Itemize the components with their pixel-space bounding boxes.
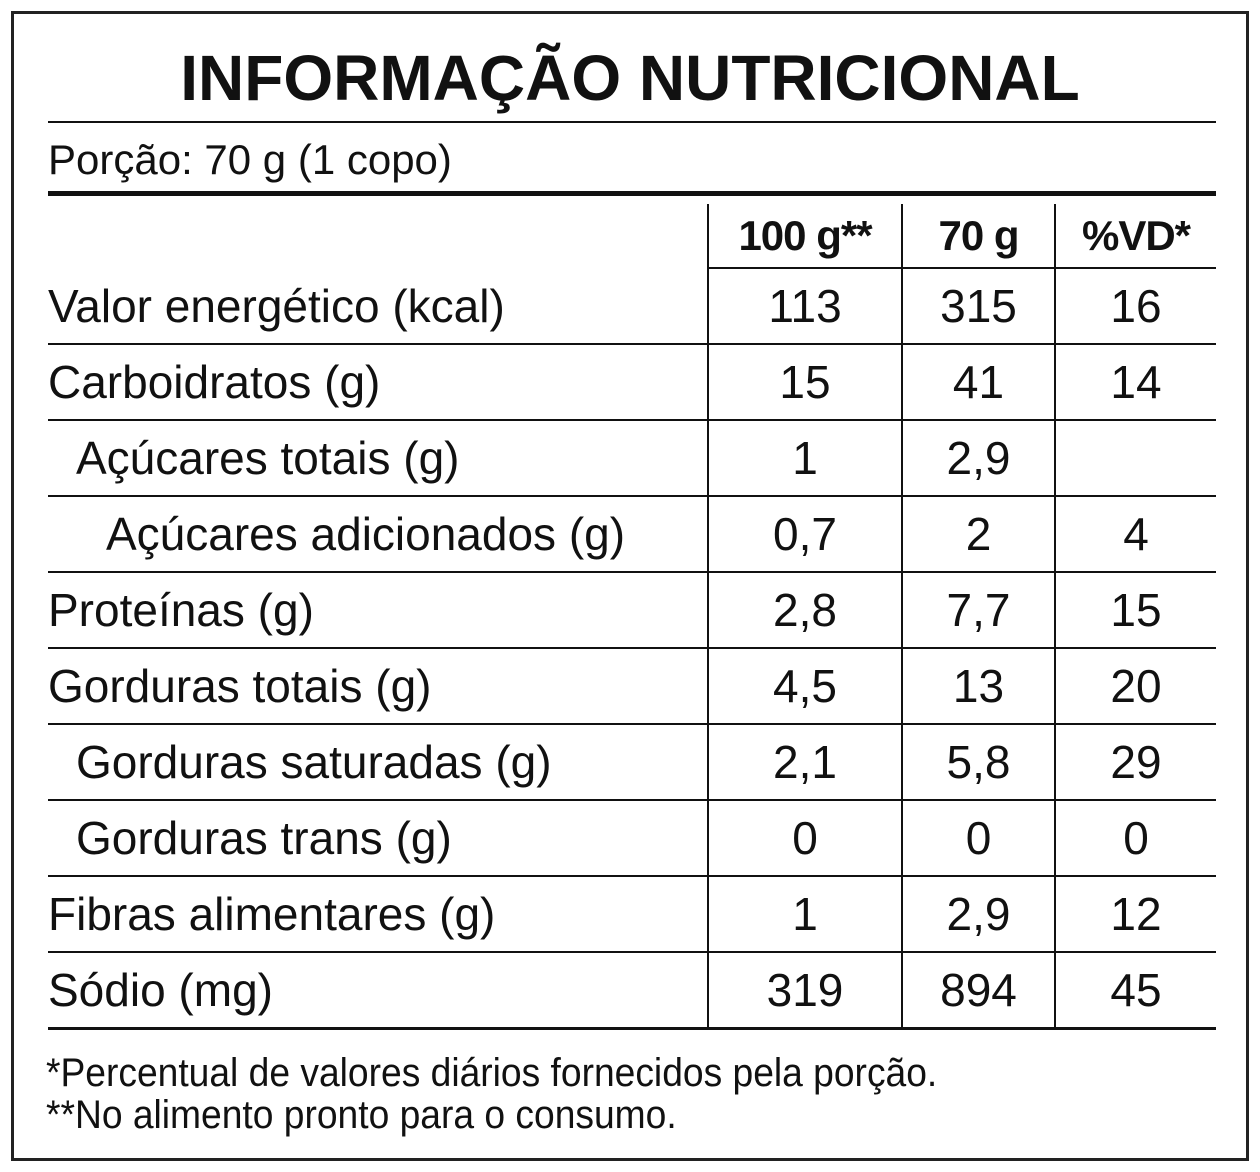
nutrient-value: 12 [1054,876,1216,953]
nutrition-table: 100 g** 70 g %VD* Valor energético (kcal… [48,204,1216,1030]
nutrient-name: Carboidratos (g) [48,344,708,421]
nutrient-value: 315 [901,268,1055,345]
nutrient-value: 41 [901,344,1055,421]
footnote: **No alimento pronto para o consumo. [46,1093,677,1137]
nutrient-value: 15 [707,344,902,421]
nutrient-value: 45 [1054,952,1216,1030]
table-row: Fibras alimentares (g) 1 2,9 12 [48,876,1216,953]
divider [48,121,1216,123]
nutrient-name: Açúcares adicionados (g) [48,496,708,573]
nutrient-value: 2,9 [901,420,1055,497]
nutrient-value: 0,7 [707,496,902,573]
title: INFORMAÇÃO NUTRICIONAL [180,42,1080,114]
table-row: Carboidratos (g) 15 41 14 [48,344,1216,421]
nutrient-value: 0 [1054,800,1216,877]
nutrient-name: Proteínas (g) [48,572,708,649]
table-row: Açúcares adicionados (g) 0,7 2 4 [48,496,1216,573]
nutrient-name: Valor energético (kcal) [48,268,708,345]
nutrient-value [1054,420,1216,497]
nutrient-value: 13 [901,648,1055,725]
nutrient-value: 113 [707,268,902,345]
table-row: Valor energético (kcal) 113 315 16 [48,268,1216,345]
table-row: Açúcares totais (g) 1 2,9 [48,420,1216,497]
nutrient-name: Gorduras saturadas (g) [48,724,708,801]
nutrient-value: 2,1 [707,724,902,801]
column-header: 70 g [901,204,1055,269]
table-row: Gorduras trans (g) 0 0 0 [48,800,1216,877]
column-header: %VD* [1054,204,1216,269]
nutrient-name: Gorduras trans (g) [48,800,708,877]
divider [48,191,1216,196]
blank-header [48,204,708,268]
nutrient-value: 0 [901,800,1055,877]
nutrient-value: 16 [1054,268,1216,345]
nutrient-value: 14 [1054,344,1216,421]
nutrient-value: 2 [901,496,1055,573]
nutrient-value: 1 [707,420,902,497]
nutrient-name: Fibras alimentares (g) [48,876,708,953]
nutrient-value: 894 [901,952,1055,1030]
nutrient-value: 2,9 [901,876,1055,953]
nutrient-value: 2,8 [707,572,902,649]
nutrient-value: 0 [707,800,902,877]
nutrient-value: 4,5 [707,648,902,725]
header-row: 100 g** 70 g %VD* [48,204,1216,269]
nutrient-name: Sódio (mg) [48,952,708,1030]
nutrient-name: Açúcares totais (g) [48,420,708,497]
nutrient-value: 5,8 [901,724,1055,801]
nutrient-value: 29 [1054,724,1216,801]
nutrient-name: Gorduras totais (g) [48,648,708,725]
portion: Porção: 70 g (1 copo) [48,136,452,183]
table-row: Gorduras saturadas (g) 2,1 5,8 29 [48,724,1216,801]
footnote: *Percentual de valores diários fornecido… [46,1051,938,1095]
table-row: Sódio (mg) 319 894 45 [48,952,1216,1030]
column-header: 100 g** [707,204,902,269]
table-row: Proteínas (g) 2,8 7,7 15 [48,572,1216,649]
nutrient-value: 319 [707,952,902,1030]
nutrient-value: 20 [1054,648,1216,725]
nutrient-value: 15 [1054,572,1216,649]
table-row: Gorduras totais (g) 4,5 13 20 [48,648,1216,725]
nutrient-value: 1 [707,876,902,953]
label-border [11,11,1249,1161]
table-body: Valor energético (kcal) 113 315 16 Carboidra… [48,268,1216,1030]
nutrient-value: 7,7 [901,572,1055,649]
nutrient-value: 4 [1054,496,1216,573]
